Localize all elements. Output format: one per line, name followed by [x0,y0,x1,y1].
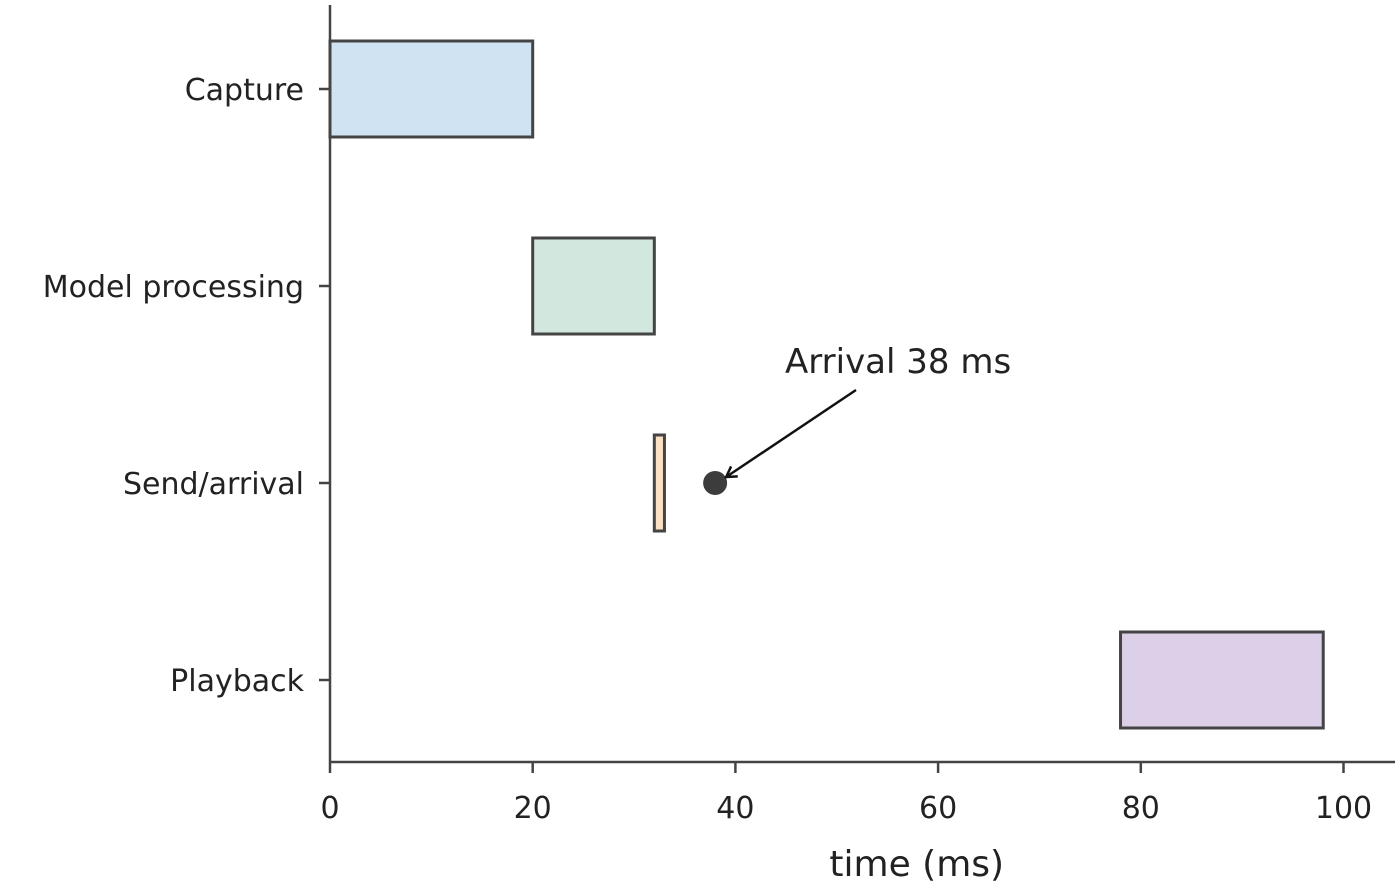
x-tick-label: 20 [514,791,552,826]
y-tick-label: Model processing [43,270,304,305]
markers-layer [703,471,728,495]
bar-capture [328,39,535,139]
x-tick-label: 60 [919,791,957,826]
annotation-arrow [726,388,857,477]
y-tick-label: Capture [185,73,304,108]
annotation-layer: Arrival 38 ms [726,342,1011,477]
x-tick-label: 80 [1122,791,1160,826]
bar-playback [1119,630,1325,730]
x-tick-label: 100 [1315,791,1372,826]
y-tick-label: Playback [170,664,304,699]
y-tick-label: Send/arrival [123,467,304,502]
arrival-marker [703,471,728,495]
bar-send-arrival [652,433,666,533]
bar-model-processing [531,236,656,336]
x-tick-label: 0 [320,791,339,826]
annotation-label: Arrival 38 ms [785,342,1011,382]
axes-layer: Capture Model processing Send/arrival Playb… [43,5,1395,826]
x-axis-title: time (ms) [829,844,1004,885]
x-tick-label: 40 [716,791,754,826]
bars-layer [328,39,1325,730]
